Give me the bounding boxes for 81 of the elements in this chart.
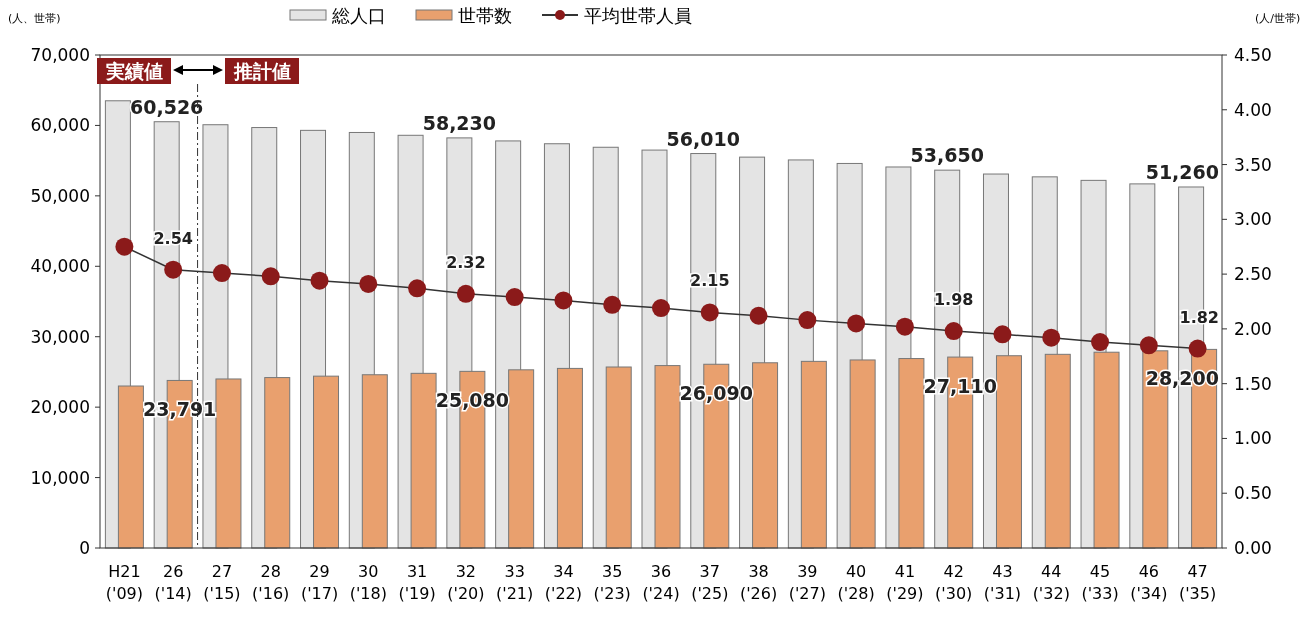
y2-tick-label: 2.00 (1234, 318, 1272, 339)
legend-label: 平均世帯人員 (584, 5, 692, 26)
y2-tick-label: 3.50 (1234, 154, 1272, 175)
x-tick-label: 37 ('25) (691, 562, 729, 603)
point (603, 295, 622, 314)
y-tick-label: 30,000 (30, 326, 90, 347)
y-tick-label: 10,000 (30, 467, 90, 488)
point (993, 325, 1012, 344)
data-label: 56,010 (666, 127, 740, 150)
data-label: 58,230 (422, 111, 497, 134)
point (554, 291, 573, 310)
x-tick-label: 42 ('30) (935, 562, 973, 603)
x-tick-label: 32 ('20) (447, 562, 485, 603)
y-axis-title: (人、世帯) (8, 12, 61, 25)
y-tick-label: 60,000 (30, 115, 90, 136)
data-label: 2.54 (153, 228, 193, 248)
data-label: 51,260 (1145, 160, 1219, 183)
point (359, 274, 378, 293)
x-tick-label: H21 ('09) (105, 562, 144, 603)
x-tick-label: 27 ('15) (203, 562, 241, 603)
point (700, 303, 719, 322)
data-label: 2.15 (690, 271, 730, 291)
point (1042, 328, 1061, 347)
data-label: 1.98 (933, 290, 974, 310)
point (1091, 333, 1110, 352)
y2-axis-title: (人/世帯) (1255, 12, 1301, 25)
point (798, 311, 817, 330)
point (749, 306, 768, 325)
point (1188, 339, 1207, 358)
x-tick-label: 35 ('23) (593, 562, 631, 603)
y2-tick-label: 4.50 (1234, 45, 1272, 65)
data-label: 60,526 (130, 95, 204, 118)
x-tick-label: 36 ('24) (642, 562, 680, 603)
x-tick-label: 33 ('21) (496, 562, 534, 603)
y-tick-label: 40,000 (30, 256, 90, 277)
y2-tick-label: 4.00 (1234, 99, 1272, 120)
y2-tick-label: 2.50 (1234, 264, 1272, 285)
point (115, 237, 134, 256)
legend-label: 世帯数 (458, 5, 512, 26)
legend-label: 総人口 (331, 5, 386, 26)
y-tick-label: 20,000 (30, 397, 90, 418)
x-tick-label: 44 ('32) (1032, 562, 1070, 603)
point (261, 267, 280, 286)
x-tick-label: 40 ('28) (837, 562, 875, 603)
x-tick-label: 31 ('19) (398, 562, 436, 603)
point (212, 264, 231, 283)
point (652, 299, 670, 318)
x-tick-label: 28 ('16) (252, 562, 290, 603)
point (408, 279, 427, 298)
x-tick-label: 30 ('18) (349, 562, 387, 603)
y-tick-label: 50,000 (30, 185, 90, 206)
point (505, 288, 524, 307)
y-tick-label: 0 (79, 538, 90, 558)
x-tick-label: 34 ('22) (544, 562, 583, 603)
annotation: 推計値 (232, 60, 291, 82)
point (310, 271, 329, 290)
point (1139, 336, 1158, 355)
x-tick-label: 29 ('17) (300, 562, 339, 603)
point (944, 322, 963, 341)
x-tick-label: 38 ('26) (739, 562, 778, 603)
y2-tick-label: 0.00 (1234, 538, 1272, 558)
y2-tick-label: 3.00 (1234, 209, 1272, 230)
x-tick-label: 45 ('33) (1081, 562, 1119, 603)
point (456, 284, 475, 303)
point (895, 317, 914, 336)
x-tick-label: 41 ('29) (886, 562, 924, 603)
y2-tick-label: 0.50 (1234, 483, 1272, 504)
annotation: 実績値 (104, 60, 163, 82)
x-tick-label: 47 ('35) (1178, 562, 1217, 603)
x-tick-label: 43 ('31) (983, 562, 1022, 603)
x-tick-label: 46 ('34) (1130, 562, 1168, 603)
data-label: 1.82 (1179, 307, 1219, 327)
y2-tick-label: 1.50 (1234, 373, 1272, 394)
y-tick-label: 70,000 (30, 45, 90, 65)
point (164, 260, 183, 279)
data-label: 2.32 (446, 252, 486, 272)
x-tick-label: 39 ('27) (788, 562, 826, 603)
point (847, 314, 866, 333)
data-label: 53,650 (910, 144, 984, 167)
x-tick-label: 26 ('14) (154, 562, 192, 603)
y2-tick-label: 1.00 (1234, 428, 1272, 449)
